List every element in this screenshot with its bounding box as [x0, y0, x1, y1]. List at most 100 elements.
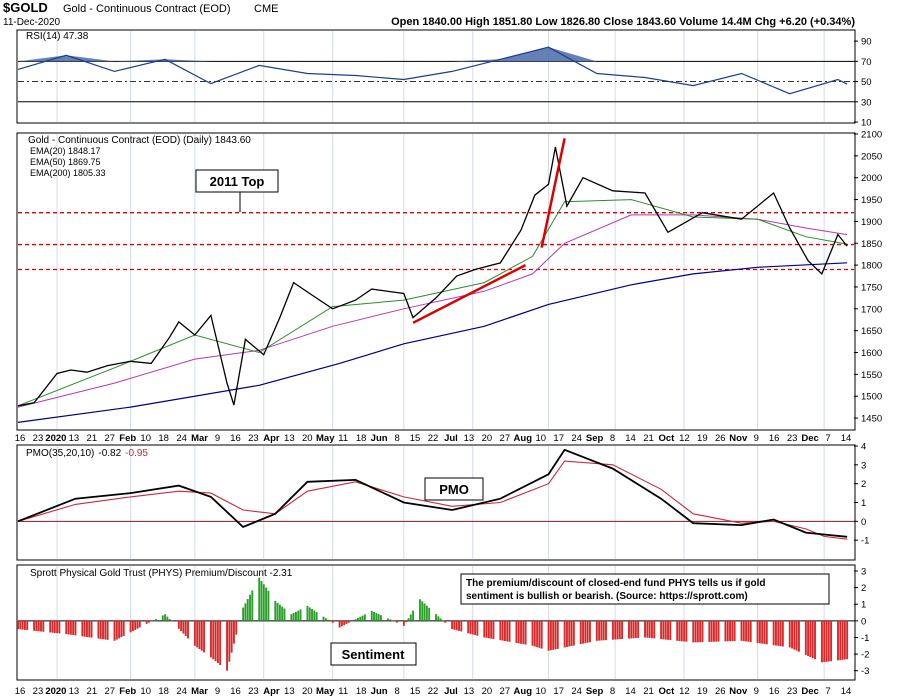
phys-bar [765, 620, 768, 645]
x-axis-tick-label: 14 [625, 686, 636, 697]
rsi-panel-frame [16, 29, 856, 124]
phys-bar [244, 603, 247, 621]
phys-bar [515, 620, 518, 643]
phys-bar [290, 614, 293, 621]
phys-bar [667, 620, 669, 640]
x-axis-tick-label: 20 [482, 686, 493, 697]
x-axis-tick-label: 10 [535, 433, 546, 444]
phys-bar [664, 620, 667, 640]
x-axis-tick-label: Oct [659, 433, 676, 444]
price-ytick-label: 1850 [861, 239, 882, 250]
phys-bar [313, 610, 316, 621]
x-axis-tick-label: Dec [801, 433, 818, 444]
x-axis-tick-label: 16 [769, 686, 780, 697]
phys-bar [538, 620, 541, 648]
phys-bar [354, 619, 357, 621]
phys-bar [113, 620, 116, 641]
phys-bar [81, 620, 84, 637]
phys-bar [421, 601, 424, 621]
price-panel: 1450 1500 1550 1600 1650 1700 1750 1800 1850 1900… [17, 130, 882, 425]
phys-bar [533, 620, 536, 647]
phys-bar [820, 620, 823, 663]
phys-bar [554, 620, 557, 650]
x-axis-tick-label: 21 [87, 686, 98, 697]
x-axis-tick-label: 20 [302, 433, 313, 444]
phys-bar [177, 620, 180, 629]
x-axis-tick-label: 16 [230, 433, 241, 444]
phys-bar [660, 620, 663, 640]
instrument-name: Gold - Continuous Contract (EOD) [63, 3, 231, 15]
phys-bar [182, 620, 185, 634]
2011-top-box [195, 169, 279, 193]
price-ytick-label: 1950 [861, 195, 882, 206]
phys-bar [570, 620, 573, 647]
phys-bar [72, 620, 75, 636]
x-axis-tick-label: 17 [553, 686, 564, 697]
phys-ytick-label: -3 [861, 666, 869, 677]
phys-bar [729, 620, 731, 642]
x-axis-tick-label: 13 [69, 686, 80, 697]
phys-bar [200, 620, 203, 651]
phys-bar [69, 620, 72, 635]
phys-bar [644, 620, 646, 638]
phys-note-line: The premium/discount of closed-end fund … [466, 578, 765, 589]
rsi-ytick-label: 50 [861, 77, 872, 88]
phys-bar [437, 616, 440, 621]
phys-bar [357, 617, 359, 621]
phys-bar [17, 620, 19, 630]
x-axis-tick-label: 19 [697, 433, 708, 444]
phys-bar [88, 620, 91, 638]
phys-bar [476, 620, 479, 636]
phys-bar [295, 611, 297, 621]
phys-bar [483, 620, 486, 638]
rsi-ytick-label: 30 [861, 97, 872, 108]
x-axis-tick-label: 9 [754, 433, 759, 444]
x-axis-tick-label: 7 [825, 686, 830, 697]
x-axis-tick-label: 21 [87, 433, 98, 444]
phys-bar [683, 620, 686, 642]
phys-bar [306, 605, 309, 621]
phys-bar [120, 620, 123, 638]
phys-bar [42, 620, 45, 632]
phys-bar [67, 620, 70, 635]
x-axis-tick-label: Nov [729, 686, 748, 697]
phys-bar [740, 620, 743, 641]
phys-bar [710, 620, 713, 642]
phys-bar [678, 620, 681, 642]
phys-bar [469, 620, 472, 634]
x-axis-tick-label: 7 [825, 433, 830, 444]
phys-bar [324, 618, 327, 621]
phys-bar [676, 620, 679, 641]
phys-bar [281, 606, 284, 621]
phys-bar [814, 620, 816, 660]
phys-bar [552, 620, 555, 650]
phys-bar [745, 620, 748, 642]
x-axis-tick-label: 27 [104, 686, 115, 697]
phys-bar [451, 620, 454, 630]
phys-bar [763, 620, 766, 644]
x-axis-tick-label: 23 [787, 433, 798, 444]
phys-bar [216, 620, 219, 664]
phys-bar [198, 620, 201, 650]
phys-note-line: sentiment is bullish or bearish. (Source… [466, 591, 748, 602]
phys-bar [145, 620, 148, 624]
phys-bar [396, 620, 398, 623]
phys-bar [74, 620, 77, 636]
x-axis-tick-label: 12 [679, 433, 690, 444]
phys-bar [265, 587, 268, 621]
price-ytick-label: 1600 [861, 348, 882, 359]
phys-bar [547, 620, 550, 651]
x-axis-tick-label: 24 [176, 686, 187, 697]
x-axis-tick-label: 26 [715, 433, 726, 444]
phys-bar [531, 620, 534, 646]
x-axis-tick-label: 12 [679, 686, 690, 697]
phys-bar [823, 620, 826, 663]
rsi-ytick-label: 70 [861, 57, 872, 68]
phys-bar [180, 620, 183, 632]
x-axis-tick-label: 8 [610, 433, 615, 444]
x-axis-tick-label: Aug [514, 433, 533, 444]
phys-bar [359, 616, 362, 621]
phys-bar [184, 620, 187, 637]
ema20-line [17, 199, 848, 407]
